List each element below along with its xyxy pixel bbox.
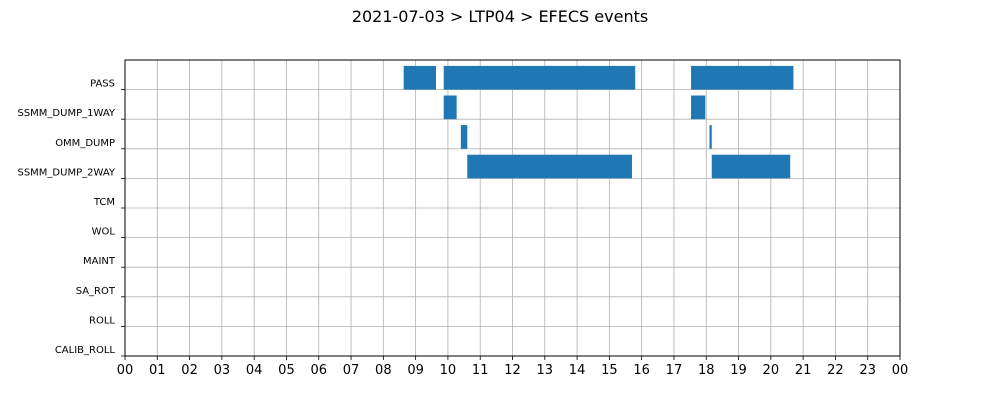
x-tick-label: 13 [537, 363, 554, 378]
event-bar-pass [691, 65, 794, 90]
event-bar-ssmm-dump-1way [691, 95, 706, 120]
y-tick-label: SA_ROT [76, 286, 116, 297]
x-tick-label: 01 [149, 363, 166, 378]
x-tick-label: 00 [117, 363, 134, 378]
y-tick-label: PASS [90, 79, 115, 90]
event-bar-ssmm-dump-2way [711, 154, 791, 179]
event-bar-pass [403, 65, 436, 90]
x-tick-label: 07 [343, 363, 360, 378]
x-tick-label: 03 [214, 363, 231, 378]
x-tick-label: 08 [375, 363, 392, 378]
chart-title: 2021-07-03 > LTP04 > EFECS events [352, 7, 648, 26]
x-tick-label: 19 [730, 363, 747, 378]
event-bar-ssmm-dump-1way [443, 95, 457, 120]
y-tick-label: MAINT [83, 256, 116, 267]
y-axis-ticks: PASS SSMM_DUMP_1WAY OMM_DUMP SSMM_DUMP_2WAY… [17, 79, 125, 357]
x-tick-label: 04 [246, 363, 263, 378]
y-tick-label: WOL [92, 227, 116, 238]
x-tick-label: 17 [666, 363, 683, 378]
x-tick-label: 11 [472, 363, 489, 378]
x-tick-label: 12 [504, 363, 521, 378]
x-tick-label: 22 [827, 363, 844, 378]
x-tick-label: 23 [859, 363, 876, 378]
x-tick-label: 10 [440, 363, 457, 378]
event-bar-omm-dump [460, 125, 468, 149]
event-bars [403, 65, 794, 179]
x-tick-label: 00 [892, 363, 909, 378]
y-tick-label: TCM [93, 197, 115, 208]
x-tick-label: 06 [310, 363, 327, 378]
x-tick-label: 15 [601, 363, 618, 378]
x-tick-label: 02 [181, 363, 198, 378]
y-tick-label: SSMM_DUMP_1WAY [17, 108, 115, 119]
x-tick-label: 20 [763, 363, 780, 378]
x-tick-label: 21 [795, 363, 812, 378]
x-axis-ticks: 00 01 02 03 04 05 06 07 08 09 10 11 12 13 14 15 16 17 18 19… [117, 356, 909, 378]
x-tick-label: 14 [569, 363, 586, 378]
y-tick-label: ROLL [89, 315, 115, 326]
x-tick-label: 18 [698, 363, 715, 378]
event-bar-pass [443, 65, 636, 90]
event-bar-omm-dump [709, 125, 712, 149]
y-tick-label: CALIB_ROLL [55, 345, 116, 356]
event-bar-ssmm-dump-2way [467, 154, 632, 179]
x-tick-label: 09 [407, 363, 424, 378]
y-tick-label: SSMM_DUMP_2WAY [17, 167, 115, 178]
x-tick-label: 05 [278, 363, 295, 378]
y-tick-label: OMM_DUMP [55, 138, 115, 149]
x-tick-label: 16 [633, 363, 650, 378]
